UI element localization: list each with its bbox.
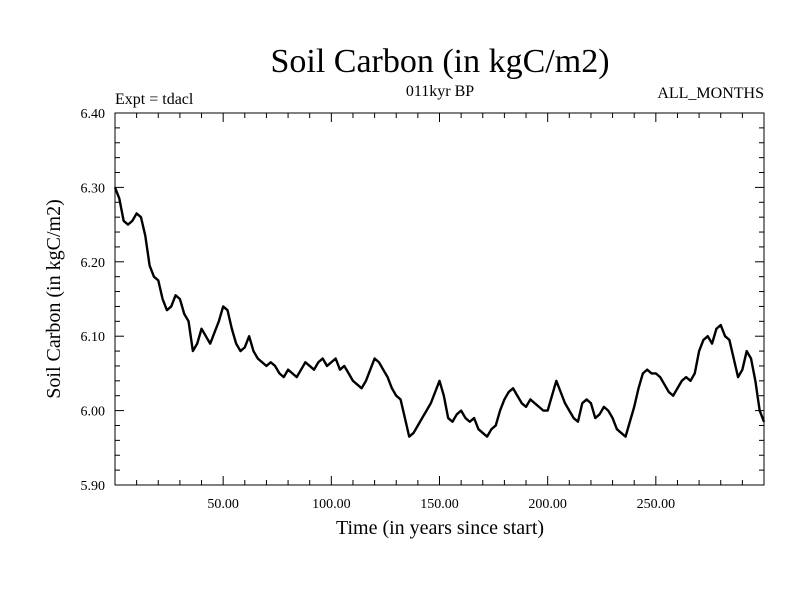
y-tick-label: 6.30 — [81, 181, 106, 196]
x-tick-label: 200.00 — [528, 497, 567, 512]
experiment-label: Expt = tdacl — [115, 91, 194, 108]
y-tick-label: 6.20 — [81, 256, 106, 271]
y-tick-label: 6.40 — [81, 107, 106, 122]
y-tick-label: 6.00 — [81, 405, 106, 420]
x-tick-label: 150.00 — [420, 497, 459, 512]
months-label: ALL_MONTHS — [657, 85, 764, 102]
y-tick-label: 6.10 — [81, 330, 106, 345]
x-tick-label: 50.00 — [207, 497, 239, 512]
x-axis-label: Time (in years since start) — [336, 517, 544, 539]
plot-frame — [114, 112, 765, 486]
y-axis-label: Soil Carbon (in kgC/m2) — [43, 199, 65, 398]
axis-ticks — [115, 113, 764, 485]
x-tick-label: 250.00 — [637, 497, 676, 512]
y-tick-label: 5.90 — [81, 479, 106, 494]
x-tick-label: 100.00 — [312, 497, 351, 512]
chart-subtitle: 011kyr BP — [406, 83, 474, 100]
chart-title: Soil Carbon (in kgC/m2) — [270, 43, 609, 80]
series-line-soil-carbon — [113, 186, 766, 438]
axis-tick-labels: 50.00 100.00 150.00 200.00 250.00 5.90 6.00 6.1… — [81, 107, 676, 512]
